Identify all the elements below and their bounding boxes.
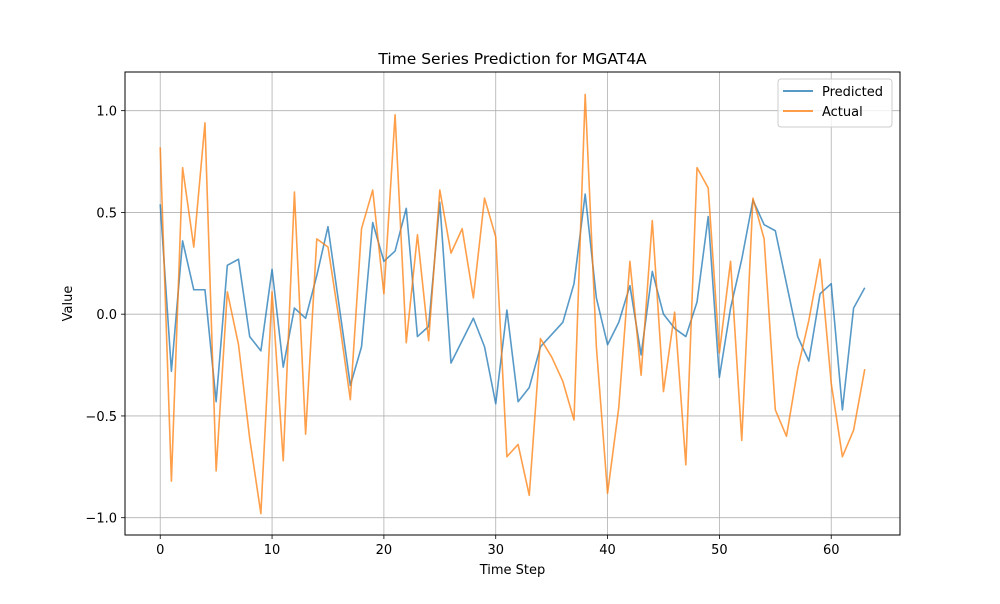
x-tick-label: 10	[264, 543, 281, 558]
series-line-actual	[159, 93, 866, 515]
y-axis: −1.0 −0.5 0.0 0.5 1.0	[85, 105, 125, 527]
series-layer	[159, 93, 866, 515]
y-tick-label: 0.0	[96, 308, 117, 323]
y-tick-label: 0.5	[96, 206, 117, 221]
y-axis-label: Value	[61, 286, 76, 322]
x-tick-label: 50	[711, 543, 728, 558]
x-tick-label: 60	[823, 543, 840, 558]
y-tick-label: −0.5	[85, 410, 117, 425]
x-tick-label: 0	[156, 543, 164, 558]
plot-frame	[124, 71, 901, 536]
legend-label-actual: Actual	[822, 105, 863, 120]
x-tick-label: 30	[487, 543, 504, 558]
grid-lines	[125, 72, 900, 535]
x-tick-label: 20	[376, 543, 393, 558]
chart-title: Time Series Prediction for MGAT4A	[377, 50, 647, 68]
series-line-predicted	[159, 193, 866, 411]
legend-label-predicted: Predicted	[822, 85, 883, 100]
y-tick-label: 1.0	[96, 105, 117, 120]
x-tick-label: 40	[599, 543, 616, 558]
x-axis-label: Time Step	[479, 563, 546, 578]
legend: Predicted Actual	[777, 78, 893, 128]
x-axis: 0 10 20 30 40 50 60	[156, 535, 839, 558]
y-tick-label: −1.0	[85, 512, 117, 527]
